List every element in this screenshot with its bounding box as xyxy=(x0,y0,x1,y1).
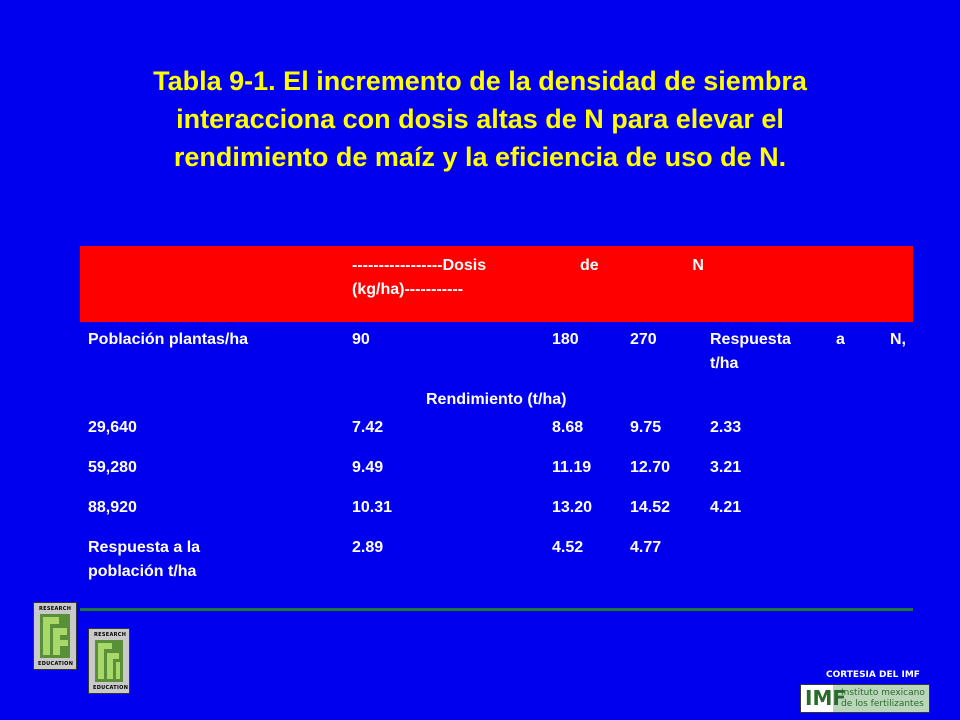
ppi-logo-emblem xyxy=(95,640,123,682)
cell-180: 11.19 xyxy=(552,459,592,476)
cell-270: 14.52 xyxy=(630,499,671,516)
cell-90: 9.49 xyxy=(352,459,384,476)
ppic-logo-glyph xyxy=(43,617,68,655)
yield-table: -----------------Dosis de N (kg/ha)-----… xyxy=(80,246,913,592)
table-row-respuesta-poblacion: Respuesta a la población t/ha 2.89 4.52 … xyxy=(80,536,913,592)
imf-logo-band xyxy=(833,685,929,712)
table-row: 88,920 10.31 13.20 14.52 4.21 xyxy=(80,496,913,536)
label-line2: población t/ha xyxy=(88,563,197,580)
resp-word2: a xyxy=(836,331,845,348)
cell-90: 2.89 xyxy=(352,539,384,556)
cell-270: 9.75 xyxy=(630,419,662,436)
dosis-header-line2: (kg/ha)----------- xyxy=(352,281,464,298)
table-row: 59,280 9.49 11.19 12.70 3.21 xyxy=(80,456,913,496)
cell-90: 10.31 xyxy=(352,499,393,516)
cell-270: 4.77 xyxy=(630,539,662,556)
ppi-logo-top-text: RESEARCH xyxy=(94,632,127,638)
cell-respuesta: 2.33 xyxy=(710,419,742,436)
col-header-respuesta-n: Respuesta a N, t/ha xyxy=(710,328,906,376)
cell-180: 8.68 xyxy=(552,419,584,436)
imf-logo-mark: IMF xyxy=(805,686,847,710)
ppi-logo: RESEARCH EDUCATION xyxy=(88,628,130,694)
ppic-logo-top-text: RESEARCH xyxy=(39,606,72,612)
col-header-270: 270 xyxy=(630,331,657,348)
cell-poblacion: 29,640 xyxy=(88,419,137,436)
ppic-logo: RESEARCH EDUCATION xyxy=(33,602,77,670)
col-header-180: 180 xyxy=(552,331,579,348)
dosis-header-part1: -----------------Dosis xyxy=(352,257,487,274)
label-line1: Respuesta a la xyxy=(88,539,201,556)
imf-logo-line1: Instituto mexicano xyxy=(841,688,925,698)
col-header-poblacion: Población plantas/ha xyxy=(88,331,249,348)
table-body: Población plantas/ha 90 180 270 Respuest… xyxy=(80,328,913,592)
ppi-logo-glyph xyxy=(98,643,120,679)
col-header-90: 90 xyxy=(352,331,370,348)
table-row: 29,640 7.42 8.68 9.75 2.33 xyxy=(80,416,913,456)
imf-logo-line2: de los fertilizantes xyxy=(841,699,924,709)
dosis-header-part2: de xyxy=(579,257,599,274)
slide-title: Tabla 9-1. El incremento de la densidad … xyxy=(40,62,920,176)
dosis-header: -----------------Dosis de N (kg/ha)-----… xyxy=(352,254,704,302)
table-header-band: -----------------Dosis de N (kg/ha)-----… xyxy=(80,246,913,322)
bottom-divider xyxy=(80,608,913,611)
cell-180: 4.52 xyxy=(552,539,584,556)
ppi-logo-bottom-text: EDUCATION xyxy=(93,685,129,691)
cell-respuesta-poblacion-label: Respuesta a la población t/ha xyxy=(88,536,200,584)
resp-word1: Respuesta xyxy=(710,331,791,348)
column-header-row: Población plantas/ha 90 180 270 Respuest… xyxy=(80,328,913,416)
cortesia-label: CORTESIA DEL IMF xyxy=(826,670,920,680)
cell-270: 12.70 xyxy=(630,459,671,476)
ppic-logo-bottom-text: EDUCATION xyxy=(38,661,74,667)
cell-poblacion: 59,280 xyxy=(88,459,137,476)
title-line-3: rendimiento de maíz y la eficiencia de u… xyxy=(173,142,787,172)
cell-180: 13.20 xyxy=(552,499,593,516)
rendimiento-label: Rendimiento (t/ha) xyxy=(426,391,567,408)
cell-poblacion: 88,920 xyxy=(88,499,137,516)
cell-respuesta: 3.21 xyxy=(710,459,742,476)
cell-respuesta: 4.21 xyxy=(710,499,742,516)
ppic-logo-emblem xyxy=(40,614,70,658)
imf-logo: IMF Instituto mexicano de los fertilizan… xyxy=(800,684,930,713)
title-line-1: Tabla 9-1. El incremento de la densidad … xyxy=(153,66,807,96)
resp-line2: t/ha xyxy=(710,355,739,372)
cell-90: 7.42 xyxy=(352,419,384,436)
resp-word3: N, xyxy=(889,331,906,348)
dosis-header-part3: N xyxy=(692,257,704,274)
title-line-2: interacciona con dosis altas de N para e… xyxy=(176,104,784,134)
